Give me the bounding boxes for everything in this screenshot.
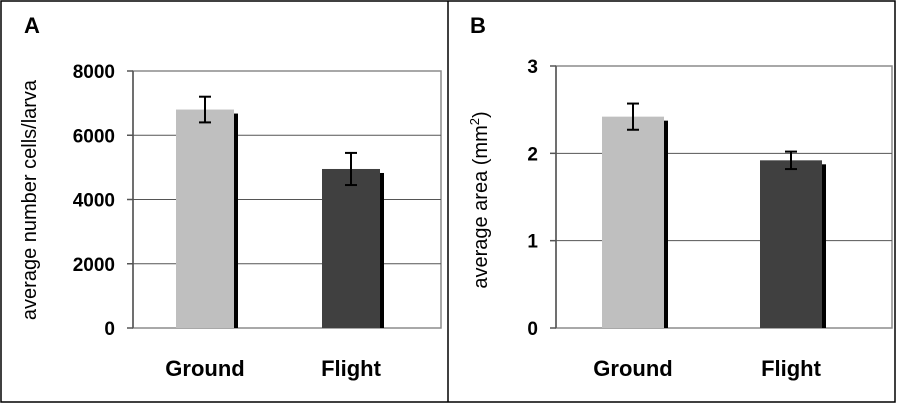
panel-a-category-label-ground: Ground [165,356,244,381]
panel-b-y-axis-label-end: ) [470,111,492,118]
panel-b-letter: B [470,13,486,38]
panel-b-bar-shadow-ground [664,120,668,328]
panel-b-bar-shadow-flight [822,164,826,328]
panel-b-y-axis-label-superscript: 2 [467,118,482,125]
panel-a-y-axis-label: average number cells/larva [19,79,41,320]
panel-a-y-tick-label: 2000 [73,255,115,276]
panel-a-plot: 0 2000 4000 6000 8000 Ground Flight [73,62,442,381]
panel-b-plot: 0 1 2 3 Ground Flight [527,57,893,381]
panel-b-category-label-flight: Flight [761,356,822,381]
panel-b-y-tick-label: 2 [527,144,538,165]
panel-b-y-tick-label: 1 [527,232,538,253]
panel-a-y-tick-label: 6000 [73,126,115,147]
panel-a: A average number cells/larva 0 2000 4000 60… [19,13,442,381]
panel-b-category-label-ground: Ground [593,356,672,381]
panel-a-y-tick-label: 8000 [73,62,115,83]
panel-a-bar-ground [176,109,234,328]
panel-a-bar-shadow-flight [380,172,384,328]
panel-a-letter: A [24,13,40,38]
panel-a-y-tick-label: 0 [104,319,115,340]
panel-b-bar-flight [760,160,822,328]
panel-a-bar-flight [322,168,380,328]
panel-b-bar-ground [602,116,664,328]
panel-b-y-axis-label-main: average area (mm [470,125,492,288]
panel-a-category-label-flight: Flight [321,356,382,381]
panel-b-y-tick-label: 3 [527,57,538,78]
panel-a-bar-shadow-ground [234,113,238,328]
panel-a-y-tick-label: 4000 [73,191,115,212]
panel-b-y-tick-label: 0 [527,319,538,340]
panel-b-y-axis-label: average area (mm2) [467,111,492,288]
